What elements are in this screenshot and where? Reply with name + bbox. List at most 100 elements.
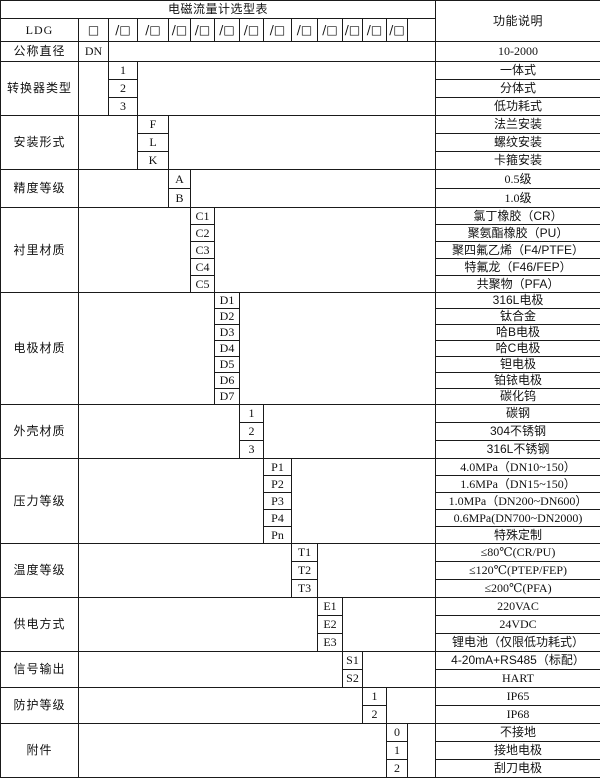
table-row: 公称直径 DN 10-2000 <box>1 42 600 62</box>
row-code[interactable]: D1 <box>215 293 240 309</box>
code-box-1[interactable]: /□ <box>109 19 138 42</box>
row-desc: 分体式 <box>436 80 600 98</box>
row-desc: IP65 <box>436 688 600 706</box>
row-desc: 刮刀电极 <box>436 760 600 778</box>
row-spacer <box>79 293 215 405</box>
row-category-pressure-grade: 压力等级 <box>1 459 79 544</box>
row-code[interactable]: 1 <box>387 742 408 760</box>
row-spacer <box>191 170 436 208</box>
code-box-12[interactable]: /□ <box>387 19 408 42</box>
row-code[interactable]: C2 <box>191 225 215 242</box>
code-box-0[interactable]: □ <box>79 19 109 42</box>
row-code[interactable]: D3 <box>215 325 240 341</box>
row-category-power-supply: 供电方式 <box>1 598 79 652</box>
row-code[interactable]: E2 <box>318 616 343 634</box>
row-code[interactable]: 2 <box>387 760 408 778</box>
row-desc: 共聚物（PFA） <box>436 276 600 293</box>
row-code[interactable]: S2 <box>343 670 363 688</box>
row-code[interactable]: C1 <box>191 208 215 225</box>
row-code[interactable]: P1 <box>264 459 292 476</box>
row-code-dn[interactable]: DN <box>79 42 109 62</box>
code-box-9[interactable]: /□ <box>318 19 343 42</box>
row-spacer <box>264 405 436 459</box>
row-spacer <box>79 62 109 116</box>
row-code[interactable]: C4 <box>191 259 215 276</box>
row-code[interactable]: D7 <box>215 389 240 405</box>
description-column-header: 功能说明 <box>436 1 600 42</box>
row-desc: 接地电极 <box>436 742 600 760</box>
code-box-6[interactable]: /□ <box>240 19 264 42</box>
row-spacer <box>363 652 436 688</box>
code-box-2[interactable]: /□ <box>138 19 169 42</box>
row-code[interactable]: F <box>138 116 169 134</box>
table-row: 防护等级 1 IP65 <box>1 688 600 706</box>
row-code[interactable]: 3 <box>109 98 138 116</box>
row-code[interactable]: 2 <box>240 423 264 441</box>
row-code[interactable]: L <box>138 134 169 152</box>
row-code[interactable]: K <box>138 152 169 170</box>
code-box-5[interactable]: /□ <box>215 19 240 42</box>
code-box-7[interactable]: /□ <box>264 19 292 42</box>
row-code[interactable]: A <box>169 170 191 189</box>
code-box-4[interactable]: /□ <box>191 19 215 42</box>
row-code[interactable]: D6 <box>215 373 240 389</box>
selection-table-sheet: 电磁流量计选型表 功能说明 LDG □ /□ /□ /□ /□ /□ /□ /□… <box>0 0 600 716</box>
row-desc: 4.0MPa（DN10~150） <box>436 459 600 476</box>
row-category-signal-output: 信号输出 <box>1 652 79 688</box>
row-spacer <box>292 459 436 544</box>
row-code[interactable]: 2 <box>363 706 387 724</box>
row-code[interactable]: 1 <box>240 405 264 423</box>
row-code[interactable]: C3 <box>191 242 215 259</box>
row-desc: 0.6MPa(DN700~DN2000) <box>436 510 600 527</box>
row-desc: ≤80℃(CR/PU) <box>436 544 600 562</box>
row-desc: 220VAC <box>436 598 600 616</box>
row-code[interactable]: T3 <box>292 580 318 598</box>
row-category-temperature-grade: 温度等级 <box>1 544 79 598</box>
code-row-spacer <box>408 19 436 42</box>
row-code[interactable]: 1 <box>363 688 387 706</box>
row-category-electrode-material: 电极材质 <box>1 293 79 405</box>
table-row: 外壳材质 1 碳钢 <box>1 405 600 423</box>
code-box-3[interactable]: /□ <box>169 19 191 42</box>
row-code[interactable]: E3 <box>318 634 343 652</box>
row-code[interactable]: 1 <box>109 62 138 80</box>
row-code[interactable]: 3 <box>240 441 264 459</box>
table-row: 转换器类型 1 一体式 <box>1 62 600 80</box>
row-desc: 不接地 <box>436 724 600 742</box>
code-box-10[interactable]: /□ <box>343 19 363 42</box>
row-code[interactable]: P4 <box>264 510 292 527</box>
row-desc: 10-2000 <box>436 42 600 62</box>
row-code[interactable]: C5 <box>191 276 215 293</box>
row-code[interactable]: S1 <box>343 652 363 670</box>
row-code[interactable]: Pn <box>264 527 292 544</box>
row-spacer <box>79 688 363 724</box>
row-code[interactable]: T2 <box>292 562 318 580</box>
row-desc: 氯丁橡胶（CR） <box>436 208 600 225</box>
row-desc: 哈C电极 <box>436 341 600 357</box>
row-spacer <box>343 598 436 652</box>
row-desc: 锂电池（仅限低功耗式） <box>436 634 600 652</box>
row-code[interactable]: 2 <box>109 80 138 98</box>
row-category-accessories: 附件 <box>1 724 79 778</box>
row-code[interactable]: E1 <box>318 598 343 616</box>
row-spacer <box>109 42 436 62</box>
table-row: 附件 0 不接地 <box>1 724 600 742</box>
row-spacer <box>169 116 436 170</box>
row-desc: HART <box>436 670 600 688</box>
row-code[interactable]: P3 <box>264 493 292 510</box>
row-category-nominal-diameter: 公称直径 <box>1 42 79 62</box>
row-code[interactable]: D4 <box>215 341 240 357</box>
code-box-11[interactable]: /□ <box>363 19 387 42</box>
row-code[interactable]: T1 <box>292 544 318 562</box>
row-code[interactable]: D2 <box>215 309 240 325</box>
row-code[interactable]: B <box>169 189 191 208</box>
row-code[interactable]: 0 <box>387 724 408 742</box>
row-code[interactable]: D5 <box>215 357 240 373</box>
code-box-8[interactable]: /□ <box>292 19 318 42</box>
row-desc: 0.5级 <box>436 170 600 189</box>
row-spacer <box>79 544 292 598</box>
row-category-protection-grade: 防护等级 <box>1 688 79 724</box>
row-code[interactable]: P2 <box>264 476 292 493</box>
